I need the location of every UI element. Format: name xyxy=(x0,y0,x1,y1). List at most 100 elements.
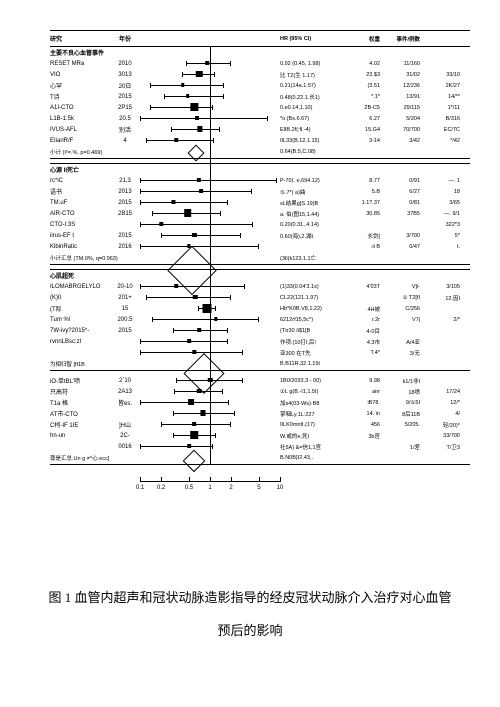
subtotal-hr: 0.64(B.5,C.08) xyxy=(280,149,350,155)
hr-label: a. 伯(图15,1.44) xyxy=(280,210,350,218)
weight-label: 456 xyxy=(350,422,380,428)
study-label: 7W-ivy?2015*- xyxy=(50,328,110,334)
study-label: 只高符 xyxy=(50,387,110,396)
ci-line xyxy=(164,96,225,97)
events2-label: 33/700 xyxy=(420,433,460,439)
hr-label: 0.21(14a.1.57) xyxy=(280,83,350,89)
year-label: 15 xyxy=(110,306,140,312)
events1-label: 18喷 xyxy=(380,388,420,396)
study-label: rc*iC xyxy=(50,178,110,184)
forest-row: AIR-CTO 2B15 a. 伯(图15,1.44) 30.85 37B5 —… xyxy=(50,208,470,219)
forest-row: hn-un 2C- W.或的e,死I 3b官 33/700 xyxy=(50,430,470,441)
weight-label: 15.G4 xyxy=(350,127,380,133)
axis-tick-label: 1 xyxy=(208,485,211,491)
subtotal-label: 为相归智 [ft1B xyxy=(50,360,140,368)
point-marker xyxy=(187,339,191,343)
year-label: 20.5 xyxy=(110,116,140,122)
header-events: 事件/例数 xyxy=(380,35,420,43)
ci-line xyxy=(140,402,229,403)
point-marker xyxy=(192,233,196,237)
point-marker xyxy=(188,399,194,405)
study-label: iO-单tBL'喷 xyxy=(50,376,110,385)
section-title: 心肌超死 xyxy=(50,269,470,281)
point-marker xyxy=(159,222,162,225)
events2-label: 17/24 xyxy=(420,389,460,395)
forest-plot: 研究 年份 HR (95% CI) 权重 事件/例数 主要不良心血管事件 RES… xyxy=(50,30,470,503)
point-marker xyxy=(195,116,199,120)
point-marker xyxy=(175,138,178,141)
study-label: KlbinRatic xyxy=(50,244,110,250)
ci-line xyxy=(146,140,215,141)
hr-label: 0.48(0.22,1.长1) xyxy=(280,93,350,101)
weight-label: 23.$3 xyxy=(350,72,380,78)
study-label: L1B-1:5k xyxy=(50,116,110,122)
weight-label: 长剑[ xyxy=(350,232,380,240)
hr-label: 0.20(0.31,.4.14) xyxy=(280,222,350,228)
hr-label: W.或的e,死I xyxy=(280,432,350,440)
point-marker xyxy=(184,209,192,217)
hr-label: 掌咽Ly.1L:227 xyxy=(280,410,350,418)
year-label: 2015 xyxy=(110,200,140,206)
year-label: 2A13 xyxy=(110,389,140,395)
point-marker xyxy=(197,328,201,332)
events1-label: 5/204 xyxy=(380,116,420,122)
events2-label: B/316 xyxy=(420,116,460,122)
point-marker xyxy=(193,295,198,300)
events1-label: 29/115 xyxy=(380,105,420,111)
forest-row: AT市-CTO 掌咽Ly.1L:227 14. in 8后11B 4/ xyxy=(50,408,470,419)
axis-tick xyxy=(280,477,281,482)
hr-label: 0.60(海),2.湖t xyxy=(280,232,350,240)
events1-label: 12/236 xyxy=(380,83,420,89)
point-marker xyxy=(191,103,198,110)
events2-label: 14/** xyxy=(420,94,460,100)
subtotal-diamond xyxy=(183,450,206,473)
hr-label: ①L g(B.-I1,1.5I) xyxy=(280,389,350,395)
weight-label: 4'03T xyxy=(350,284,380,290)
year-label: 20日 xyxy=(110,81,140,90)
hr-label: 加s4(03-Ws)·B8 xyxy=(280,399,350,407)
study-label: EIiariR/F xyxy=(50,138,110,144)
year-label: 2016 xyxy=(110,244,140,250)
weight-label: 3b官 xyxy=(350,432,380,440)
study-label: C柯-IF 1IE xyxy=(50,420,110,429)
header-row: 研究 年份 HR (95% CI) 权重 事件/例数 xyxy=(50,30,470,47)
hr-label: *o.(Bs.6.67) xyxy=(280,116,350,122)
events2-label: 3/65 xyxy=(420,200,460,206)
forest-row: iO-单tBL'喷 2`10 1B0/2033.3 - 00) 9.98 k1/… xyxy=(50,375,470,386)
axis-tick xyxy=(210,477,211,482)
header-weight: 权重 xyxy=(350,35,380,43)
ci-line xyxy=(140,180,277,181)
point-marker xyxy=(193,422,197,426)
hr-label: 亚300 在T先 xyxy=(280,349,350,357)
year-label: 21,3 xyxy=(110,178,140,184)
point-marker xyxy=(187,444,191,448)
study-label: T诗 xyxy=(50,92,110,101)
axis-tick-label: 0.5 xyxy=(185,485,193,491)
axis-tick-label: 0.1 xyxy=(136,485,144,491)
section-title: 心源 II死亡 xyxy=(50,163,470,175)
weight-label: 5.B xyxy=(350,189,380,195)
events1-label: 8后11B xyxy=(380,410,420,418)
forest-row: 7W-ivy?2015*- 2015 (Ttr30 Ii$1[B 4-0目 xyxy=(50,325,470,336)
axis-tick xyxy=(189,477,190,482)
forest-row: T诗 2015 0.48(0.22,1.长1) *.1* 13/91 14/** xyxy=(50,91,470,102)
point-marker xyxy=(196,71,203,78)
study-label: AIR-CTO xyxy=(50,211,110,217)
study-label: AT市-CTO xyxy=(50,409,110,418)
forest-row: T1a 格 皆es. 加s4(03-Ws)·B8 iB78. 9/①5I 12/… xyxy=(50,397,470,408)
ci-line xyxy=(146,297,231,298)
events2-label: 3/105 xyxy=(420,284,460,290)
study-label: (T际 xyxy=(50,304,110,313)
events1-label: 31/02 xyxy=(380,72,420,78)
section-title: 主要不良心血管事件 xyxy=(50,47,470,58)
forest-row: TM.uF 2015 sL结果g[S.19)B 1.1?.37 0/81 3/6… xyxy=(50,197,470,208)
point-marker xyxy=(193,350,196,353)
events1-label: 0/81 xyxy=(380,200,420,206)
subtotal-row: 尊是汇总.Un g ≠^心.ecc] B.N0B}I2.43,. xyxy=(50,452,470,465)
weight-label: (3.51 xyxy=(350,83,380,89)
subtotal-row: 小计汇总 (TM.0%, q=0.963) (3Il(k123.1.1亡 xyxy=(50,252,470,265)
hr-label: sL结果g[S.19)B xyxy=(280,199,350,207)
events2-label: t. xyxy=(420,244,460,250)
forest-row: 0016 社5A} &=信1,1官 1/差 T/卫3 xyxy=(50,441,470,452)
year-label: 2B15 xyxy=(110,211,140,217)
